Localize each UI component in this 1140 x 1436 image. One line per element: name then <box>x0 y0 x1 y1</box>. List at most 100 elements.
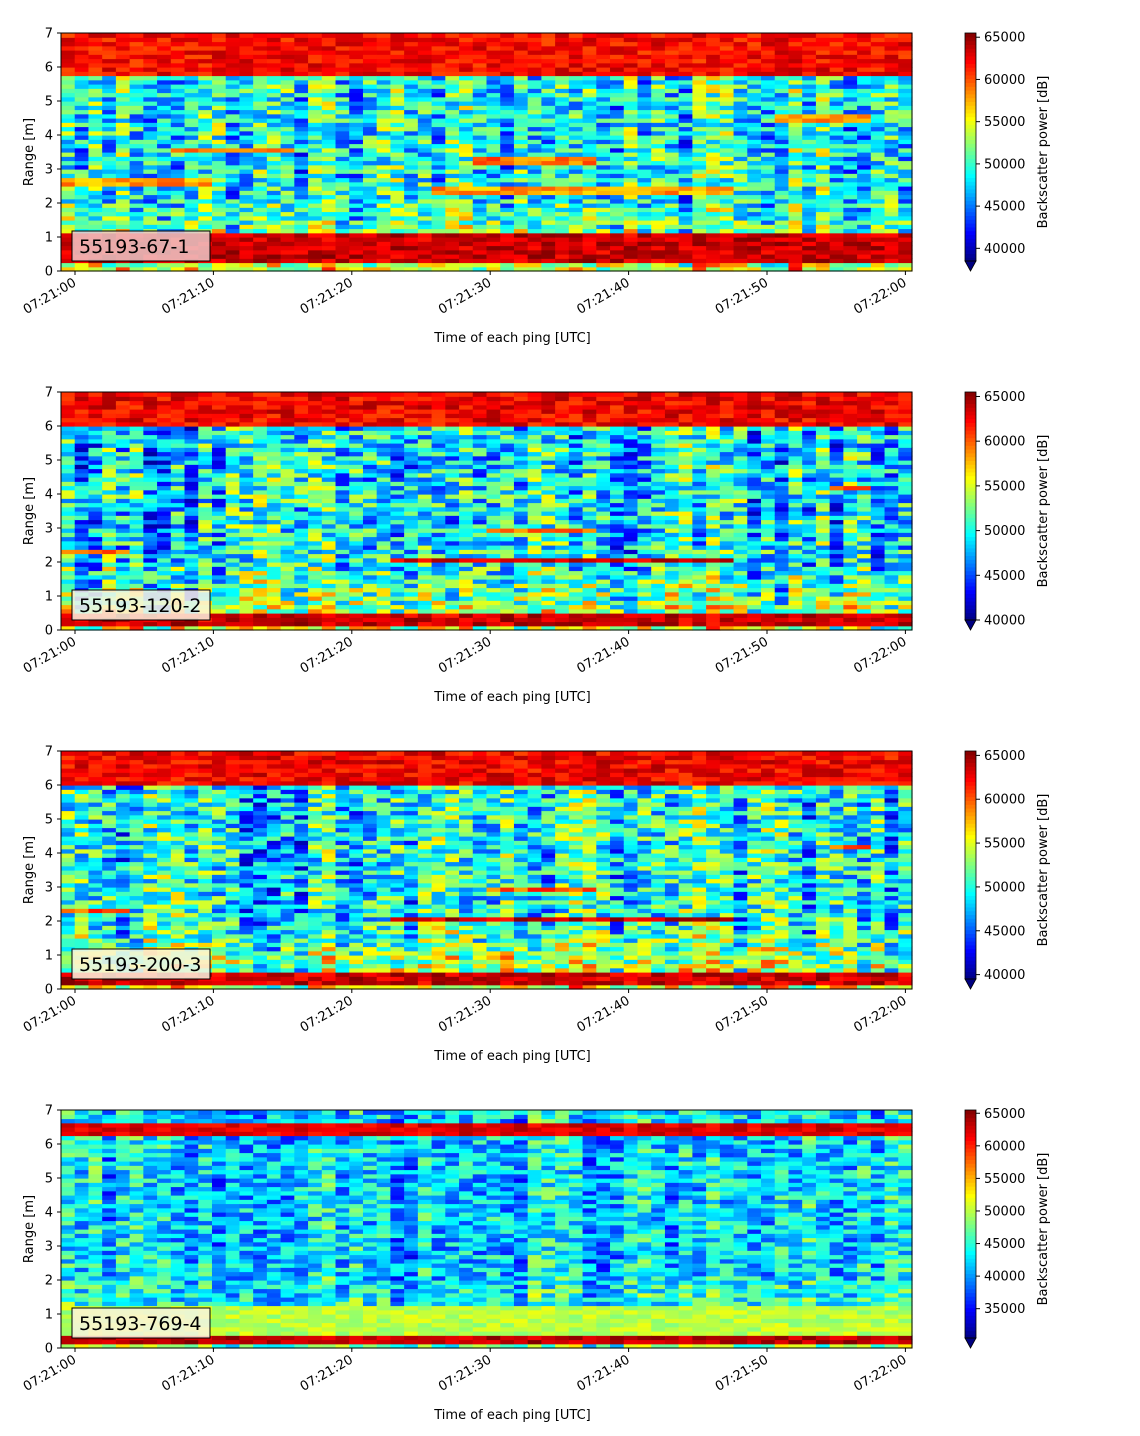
heatmap-cell <box>88 536 103 542</box>
heatmap-cell <box>596 143 611 149</box>
heatmap-cell <box>349 562 364 567</box>
heatmap-cell <box>349 190 364 196</box>
heatmap-cell <box>102 625 117 631</box>
heatmap-cell <box>417 241 433 247</box>
heatmap-cell <box>555 190 570 196</box>
heatmap-cell <box>280 502 295 508</box>
heatmap-cell <box>253 430 268 436</box>
heatmap-cell <box>870 177 886 183</box>
heatmap-cell <box>431 224 446 230</box>
heatmap-cell <box>761 118 776 123</box>
heatmap-cell <box>88 224 103 230</box>
heatmap-cell <box>555 164 570 170</box>
heatmap-cell <box>362 617 378 623</box>
heatmap-cell <box>61 413 76 419</box>
heatmap-cell <box>376 600 392 606</box>
heatmap-cell <box>198 45 213 51</box>
heatmap-cell <box>61 139 76 145</box>
heatmap-cell <box>184 511 199 516</box>
heatmap-cell <box>513 224 529 230</box>
heatmap-cell <box>225 156 241 162</box>
heatmap-cell <box>884 45 899 51</box>
heatmap-cell <box>445 58 460 64</box>
heatmap-cell <box>376 613 392 618</box>
heatmap-cell <box>692 249 707 255</box>
heatmap-cell <box>115 50 131 55</box>
heatmap-cell <box>582 241 597 247</box>
heatmap-cell <box>678 118 693 123</box>
heatmap-cell <box>143 485 158 491</box>
heatmap-cell <box>102 215 117 221</box>
heatmap-cell <box>513 156 529 162</box>
heatmap-cell <box>404 169 419 174</box>
heatmap-cell <box>321 468 337 474</box>
heatmap-cell <box>294 583 309 589</box>
heatmap-cell <box>761 37 776 43</box>
heatmap-cell <box>294 608 309 614</box>
heatmap-cell <box>102 41 117 47</box>
heatmap-cell <box>225 254 241 259</box>
heatmap-cell <box>349 596 364 601</box>
heatmap-cell <box>225 553 241 559</box>
heatmap-cell <box>404 207 419 213</box>
heatmap-cell <box>280 430 295 436</box>
heatmap-cell <box>225 421 241 427</box>
heatmap-cell <box>170 220 186 225</box>
heatmap-cell <box>170 443 186 448</box>
heatmap-cell <box>335 79 350 85</box>
heatmap-cell <box>129 579 144 584</box>
heatmap-cell <box>623 220 639 225</box>
heatmap-cell <box>651 62 666 68</box>
heatmap-cell <box>61 241 76 247</box>
heatmap-cell <box>211 113 227 119</box>
heatmap-cell <box>280 50 295 55</box>
heatmap-cell <box>129 570 144 576</box>
heatmap-cell <box>280 177 295 183</box>
heatmap-cell <box>774 198 790 204</box>
heatmap-cell <box>239 566 254 572</box>
heatmap-cell <box>513 33 529 38</box>
heatmap-cell <box>294 409 309 414</box>
heatmap-cell <box>294 33 309 38</box>
heatmap-cell <box>239 232 254 238</box>
heatmap-cell <box>651 152 666 157</box>
heatmap-cell <box>376 88 392 94</box>
heatmap-cell <box>211 519 227 525</box>
heatmap-cell <box>321 523 337 529</box>
heatmap-cell <box>184 143 199 149</box>
heatmap-cell <box>541 122 556 128</box>
heatmap-cell <box>321 608 337 614</box>
heatmap-cell <box>513 194 529 200</box>
heatmap-cell <box>321 430 337 436</box>
heatmap-cell <box>266 186 282 191</box>
heatmap-cell <box>884 41 899 47</box>
heatmap-cell <box>857 211 872 217</box>
heatmap-cell <box>157 92 172 98</box>
heatmap-cell <box>335 198 350 204</box>
heatmap-cell <box>472 194 488 200</box>
heatmap-cell <box>486 169 501 174</box>
heatmap-cell <box>706 203 721 208</box>
heatmap-cell <box>623 245 639 251</box>
heatmap-cell <box>294 79 309 85</box>
heatmap-cell <box>266 485 282 491</box>
heatmap-cell <box>74 434 90 440</box>
heatmap-cell <box>774 156 790 162</box>
heatmap-cell <box>445 118 460 123</box>
heatmap-cell <box>88 135 103 140</box>
heatmap-cell <box>898 156 913 162</box>
heatmap-cell <box>541 194 556 200</box>
heatmap-cell <box>802 54 817 60</box>
heatmap-cell <box>610 198 625 204</box>
heatmap-cell <box>404 262 419 268</box>
heatmap-cell <box>417 181 433 187</box>
heatmap-cell <box>623 101 639 106</box>
heatmap-cell <box>500 37 515 43</box>
heatmap-cell <box>184 177 199 183</box>
heatmap-cell <box>362 468 378 474</box>
heatmap-cell <box>129 523 144 529</box>
heatmap-cell <box>129 164 144 170</box>
heatmap-cell <box>349 587 364 593</box>
heatmap-cell <box>761 173 776 179</box>
heatmap-cell <box>143 447 158 453</box>
